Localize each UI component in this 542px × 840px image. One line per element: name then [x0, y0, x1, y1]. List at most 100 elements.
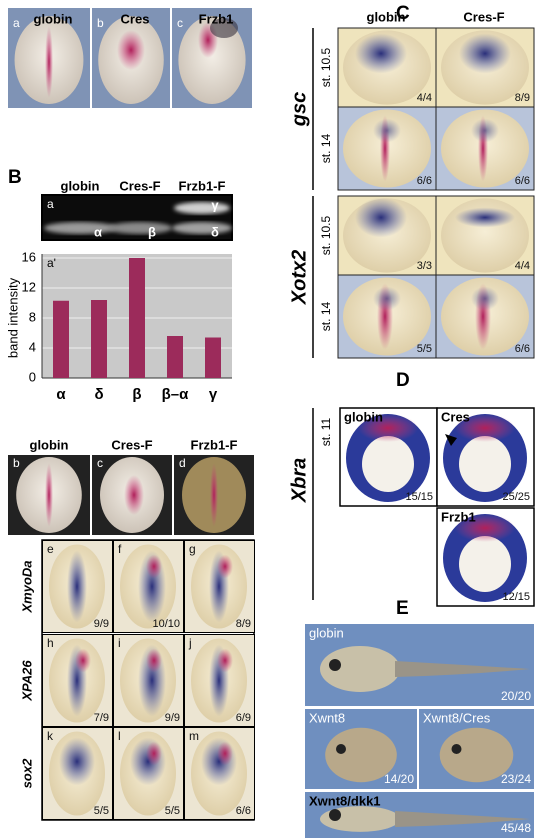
- column-label: Frzb1: [199, 11, 234, 26]
- x-tick-label: β: [132, 386, 141, 403]
- stain: [201, 737, 237, 786]
- sublabel: d: [179, 456, 186, 470]
- y-tick-label: 0: [29, 369, 36, 384]
- lane-label: Cres-F: [119, 178, 160, 193]
- embryo: [178, 16, 246, 104]
- eye: [336, 744, 346, 754]
- row-label: XmyoDa: [19, 560, 34, 613]
- count: 5/5: [417, 343, 432, 355]
- embryo: [320, 646, 400, 692]
- stain: [146, 554, 162, 579]
- stain: [146, 648, 162, 673]
- x-tick-label: α: [56, 386, 66, 403]
- stain: [146, 741, 162, 766]
- panel-letter: E: [396, 598, 409, 619]
- count: 9/9: [165, 712, 180, 724]
- stain: [373, 286, 401, 311]
- bar: [129, 258, 145, 378]
- y-tick-label: 8: [29, 309, 36, 324]
- sublabel: a: [13, 16, 20, 30]
- sublabel: b: [13, 456, 20, 470]
- sublabel: a: [47, 197, 54, 211]
- gel-band: [44, 222, 116, 234]
- stain: [471, 286, 499, 311]
- column-label: Frzb1: [441, 509, 476, 524]
- bar: [167, 336, 183, 378]
- column-label: Xwnt8: [309, 710, 345, 725]
- stage-label: st. 14: [319, 302, 333, 332]
- panel-letter: D: [396, 370, 410, 391]
- sublabel: m: [189, 729, 199, 743]
- count: 9/9: [94, 618, 109, 630]
- embryo-center: [459, 536, 511, 592]
- stain: [130, 737, 166, 786]
- stain: [455, 514, 515, 542]
- arrowhead: [445, 434, 457, 446]
- stain: [358, 414, 418, 442]
- column-label: globin: [344, 409, 383, 424]
- stage-label: st. 10.5: [319, 215, 333, 255]
- panel-letter: C: [396, 3, 410, 24]
- sublabel: g: [189, 542, 196, 556]
- x-tick-label: γ: [209, 386, 218, 403]
- count: 15/15: [405, 491, 433, 503]
- count: 6/6: [515, 343, 530, 355]
- stage-label: st. 11: [319, 417, 333, 446]
- stain: [45, 463, 53, 527]
- band-label: β: [148, 224, 156, 239]
- lane-label: Frzb1-F: [179, 178, 226, 193]
- sublabel: j: [188, 636, 192, 650]
- x-tick-label: δ: [94, 386, 103, 403]
- column-label: globin: [34, 11, 73, 26]
- stain: [45, 26, 53, 98]
- column-label: Xwnt8/Cres: [423, 710, 491, 725]
- row-label: XPA26: [19, 660, 34, 702]
- gene-label: Xbra: [288, 458, 310, 503]
- stain: [373, 118, 401, 143]
- column-label: globin: [30, 437, 69, 452]
- count: 23/24: [501, 772, 531, 786]
- stain: [355, 197, 407, 238]
- stain: [117, 30, 145, 70]
- sublabel: b: [97, 16, 104, 30]
- sublabel: c: [97, 456, 103, 470]
- stain: [459, 33, 511, 74]
- column-label: globin: [309, 625, 344, 640]
- count: 8/9: [515, 92, 530, 104]
- y-tick-label: 16: [22, 249, 36, 264]
- bar: [205, 337, 221, 378]
- sublabel: l: [118, 729, 121, 743]
- y-tick-label: 4: [29, 339, 36, 354]
- embryo: [325, 727, 397, 783]
- count: 3/3: [417, 260, 432, 272]
- sublabel: e: [47, 542, 54, 556]
- column-label: Frzb1-F: [191, 437, 238, 452]
- gel-band: [172, 222, 232, 234]
- embryo: [439, 727, 514, 783]
- stage-label: st. 10.5: [319, 47, 333, 87]
- stain: [210, 463, 218, 527]
- stain: [217, 554, 233, 579]
- count: 4/4: [515, 260, 530, 272]
- band-label: δ: [211, 224, 219, 239]
- count: 4/4: [417, 92, 432, 104]
- column-label: globin: [367, 9, 406, 24]
- gene-label: gsc: [288, 92, 310, 127]
- sublabel: k: [47, 729, 54, 743]
- gel-band: [108, 222, 172, 234]
- count: 6/6: [417, 175, 432, 187]
- eye: [451, 744, 462, 754]
- embryo-center: [459, 436, 511, 492]
- tail: [395, 661, 530, 677]
- bar: [53, 300, 69, 378]
- column-label: Xwnt8/dkk1: [309, 793, 381, 808]
- stain: [355, 33, 407, 74]
- count: 20/20: [501, 689, 531, 703]
- column-label: Cres-F: [111, 437, 152, 452]
- row-label: sox2: [19, 758, 34, 788]
- stain: [217, 648, 233, 673]
- gel-band: [174, 202, 230, 214]
- sublabel: a': [47, 256, 56, 270]
- embryo-center: [362, 436, 414, 492]
